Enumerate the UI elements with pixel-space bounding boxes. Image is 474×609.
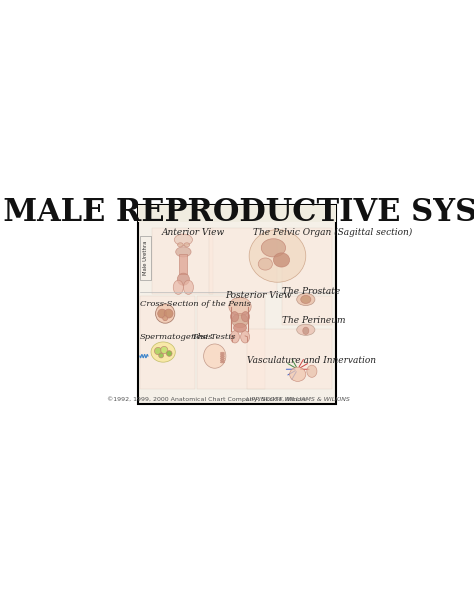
Ellipse shape bbox=[241, 331, 249, 343]
Text: Cross-Section of the Penis: Cross-Section of the Penis bbox=[140, 300, 251, 308]
Ellipse shape bbox=[151, 342, 175, 362]
Ellipse shape bbox=[166, 351, 172, 356]
Bar bbox=[152, 228, 213, 294]
Bar bbox=[282, 297, 332, 325]
Ellipse shape bbox=[161, 347, 168, 354]
Text: The Testis: The Testis bbox=[192, 333, 236, 341]
Ellipse shape bbox=[220, 352, 225, 354]
Text: THE MALE REPRODUCTIVE SYSTEM: THE MALE REPRODUCTIVE SYSTEM bbox=[0, 197, 474, 228]
Text: The Perineum: The Perineum bbox=[282, 315, 345, 325]
Ellipse shape bbox=[173, 280, 183, 294]
Text: Vasculature and Innervation: Vasculature and Innervation bbox=[247, 356, 376, 365]
Ellipse shape bbox=[159, 353, 164, 358]
Ellipse shape bbox=[234, 323, 246, 333]
Ellipse shape bbox=[174, 234, 192, 245]
Ellipse shape bbox=[273, 253, 290, 267]
Bar bbox=[140, 297, 194, 390]
Ellipse shape bbox=[204, 344, 226, 368]
Bar bbox=[247, 329, 332, 390]
Text: The Prostate: The Prostate bbox=[282, 287, 340, 297]
Text: Posterior View: Posterior View bbox=[225, 291, 292, 300]
Ellipse shape bbox=[220, 361, 225, 363]
Ellipse shape bbox=[183, 280, 193, 294]
Ellipse shape bbox=[184, 243, 190, 247]
Ellipse shape bbox=[164, 309, 173, 318]
Ellipse shape bbox=[220, 354, 225, 356]
Ellipse shape bbox=[155, 347, 162, 354]
Text: Spermatogenesis: Spermatogenesis bbox=[140, 333, 213, 341]
Ellipse shape bbox=[232, 314, 248, 328]
Ellipse shape bbox=[229, 297, 251, 315]
Ellipse shape bbox=[230, 312, 238, 322]
Text: LIPPINCOTT WILLIAMS & WILKINS: LIPPINCOTT WILLIAMS & WILKINS bbox=[246, 398, 350, 403]
Bar bbox=[282, 228, 332, 294]
Bar bbox=[138, 205, 336, 222]
Bar bbox=[209, 228, 277, 294]
Text: ©1992, 1999, 2000 Anatomical Chart Company, Skokie, Illinois: ©1992, 1999, 2000 Anatomical Chart Compa… bbox=[107, 397, 306, 403]
Ellipse shape bbox=[290, 367, 306, 381]
Ellipse shape bbox=[307, 365, 317, 378]
Bar bbox=[140, 236, 151, 280]
Ellipse shape bbox=[177, 273, 190, 285]
Bar bbox=[179, 254, 187, 274]
Ellipse shape bbox=[301, 295, 311, 303]
Ellipse shape bbox=[220, 357, 225, 359]
Ellipse shape bbox=[177, 243, 183, 247]
Ellipse shape bbox=[158, 309, 166, 318]
Ellipse shape bbox=[249, 230, 306, 282]
Text: The Pelvic Organ (Sagittal section): The Pelvic Organ (Sagittal section) bbox=[253, 228, 412, 237]
Ellipse shape bbox=[241, 312, 249, 322]
Text: Male Urethra: Male Urethra bbox=[143, 241, 148, 275]
Ellipse shape bbox=[230, 331, 239, 343]
Ellipse shape bbox=[220, 356, 225, 357]
Text: Anterior View: Anterior View bbox=[162, 228, 225, 237]
Ellipse shape bbox=[220, 359, 225, 361]
Ellipse shape bbox=[258, 258, 273, 270]
Ellipse shape bbox=[303, 327, 309, 334]
Ellipse shape bbox=[155, 304, 175, 323]
Ellipse shape bbox=[297, 324, 315, 336]
Bar bbox=[197, 297, 265, 390]
Ellipse shape bbox=[163, 316, 168, 321]
Ellipse shape bbox=[176, 247, 191, 257]
Ellipse shape bbox=[297, 294, 315, 306]
Ellipse shape bbox=[261, 239, 285, 257]
